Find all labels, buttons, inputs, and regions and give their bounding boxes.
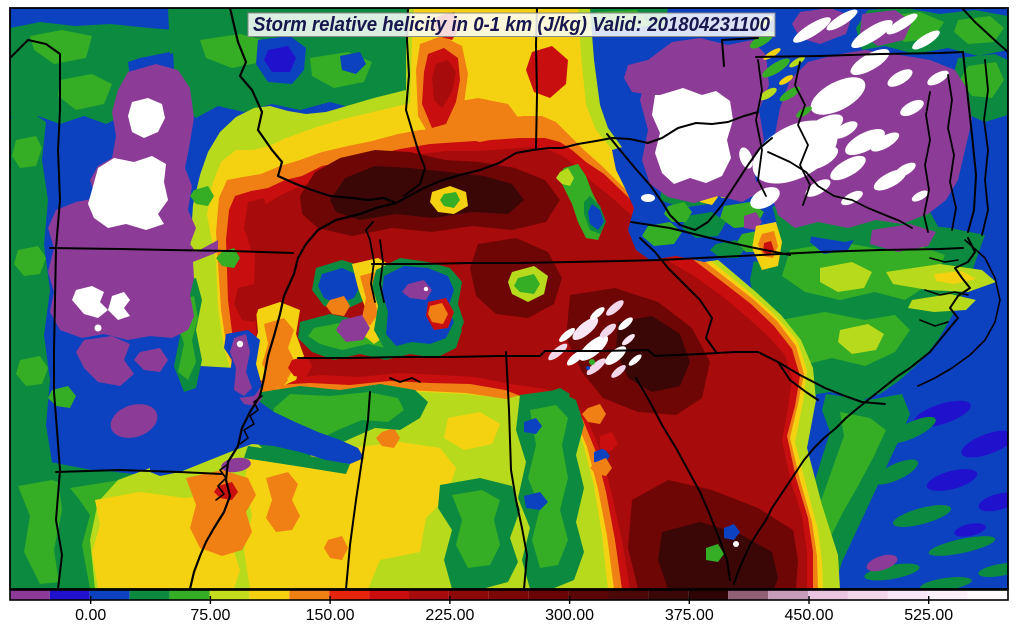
svg-text:0.00: 0.00 (75, 607, 106, 624)
svg-text:300.00: 300.00 (545, 607, 594, 624)
svg-text:375.00: 375.00 (665, 607, 714, 624)
svg-text:Storm relative helicity in 0-1: Storm relative helicity in 0-1 km (J/kg)… (253, 14, 770, 36)
svg-text:75.00: 75.00 (190, 607, 230, 624)
svg-text:225.00: 225.00 (425, 607, 474, 624)
svg-text:150.00: 150.00 (306, 607, 355, 624)
svg-text:450.00: 450.00 (785, 607, 834, 624)
svg-text:525.00: 525.00 (904, 607, 953, 624)
